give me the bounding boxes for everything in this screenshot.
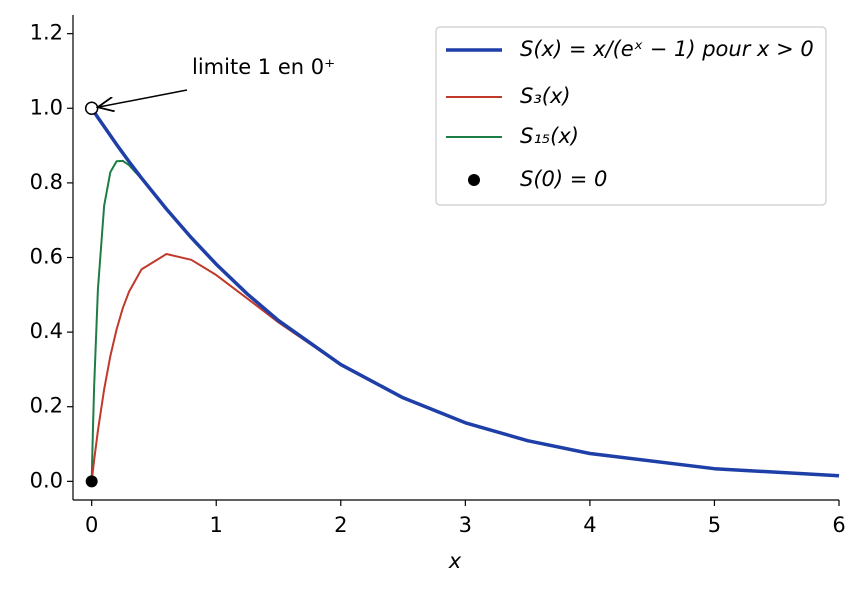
y-tick-label: 0.2	[30, 394, 63, 418]
x-tick-label: 1	[210, 513, 223, 537]
legend-label: S₃(x)	[520, 84, 571, 108]
x-tick-label: 3	[459, 513, 472, 537]
series-line	[91, 109, 840, 478]
y-tick-label: 0.4	[30, 319, 63, 343]
y-tick-label: 0.8	[30, 170, 63, 194]
y-tick-label: 1.0	[30, 95, 63, 119]
annotation-text: limite 1 en 0⁺	[192, 55, 335, 79]
x-axis-label: x	[448, 549, 462, 573]
y-tick-label: 1.2	[30, 21, 63, 45]
x-tick-label: 4	[583, 513, 596, 537]
x-tick-label: 2	[334, 513, 347, 537]
y-tick-label: 0.6	[30, 245, 63, 269]
series-line	[90, 159, 840, 482]
y-tick-label: 0.0	[30, 468, 63, 492]
legend-label: S(0) = 0	[520, 167, 607, 191]
x-tick-label: 0	[85, 513, 98, 537]
annotation-point	[84, 101, 99, 116]
series-line	[90, 253, 840, 482]
legend-box	[435, 26, 827, 206]
annotation-arrow	[98, 89, 188, 107]
legend-swatch	[468, 174, 480, 186]
x-tick-label: 5	[708, 513, 721, 537]
point	[85, 475, 98, 488]
legend-label: S₁₅(x)	[520, 124, 579, 148]
x-tick-label: 6	[832, 513, 845, 537]
legend-label: S(x) = x/(eˣ − 1) pour x > 0	[520, 37, 814, 61]
